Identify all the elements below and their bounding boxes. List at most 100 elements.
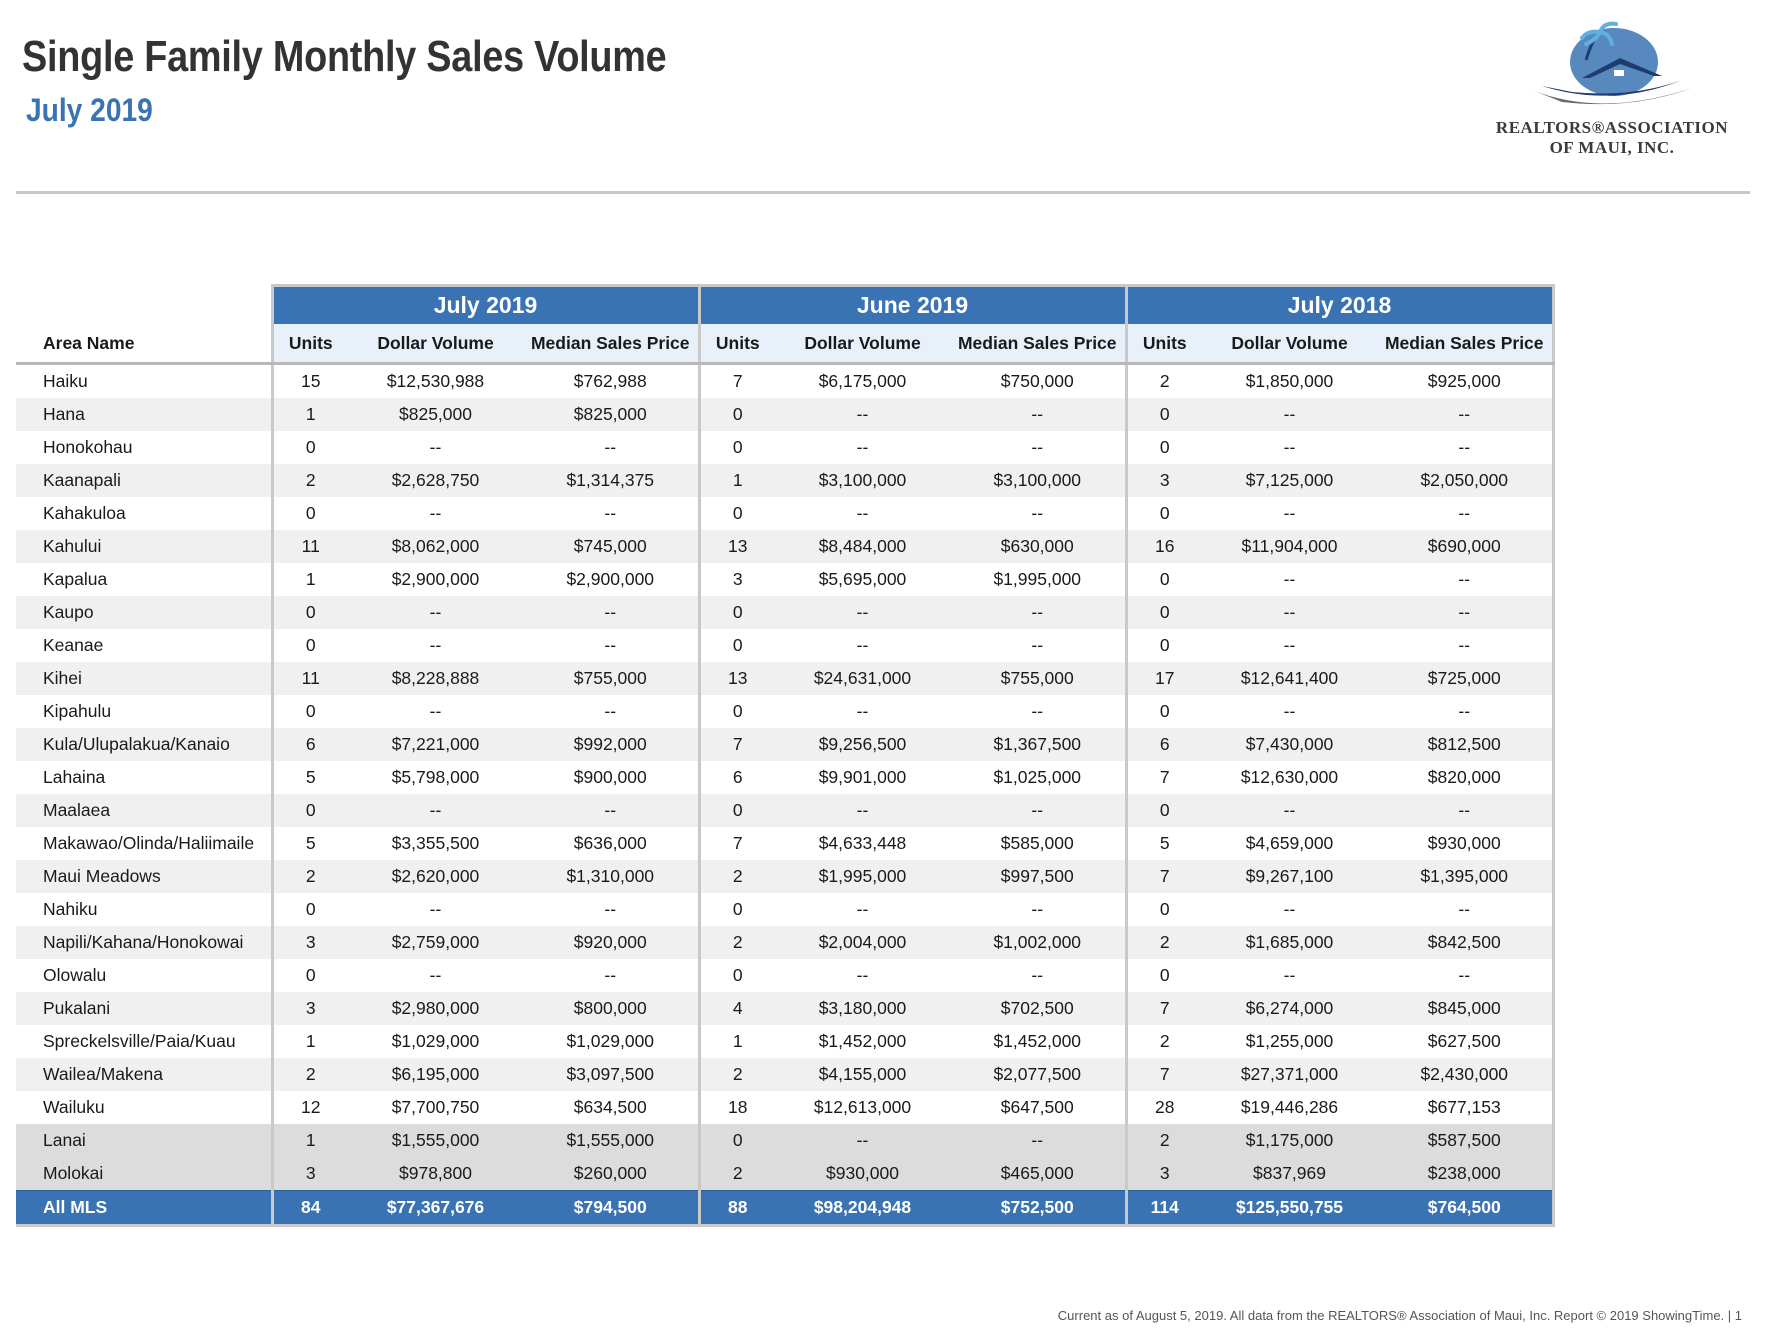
data-cell: $2,004,000: [775, 926, 950, 959]
data-cell: --: [429, 899, 442, 919]
data-cell: 0: [697, 596, 775, 629]
table-row: Molokai 3 $978,800 $260,000 2 $930,000 $465,00…: [16, 1157, 1555, 1191]
area-name-cell: Kaanapali: [16, 464, 272, 497]
data-cell: --: [523, 794, 699, 827]
data-cell: 0: [697, 794, 775, 827]
data-cell: --: [604, 701, 617, 721]
data-cell: $9,267,100: [1202, 860, 1377, 893]
area-name-cell: Molokai: [16, 1157, 272, 1191]
total-row: All MLS 84 $77,367,676 $794,500 88 $98,2…: [16, 1190, 1555, 1227]
data-cell: $677,153: [1377, 1091, 1555, 1124]
data-cell: --: [1031, 965, 1044, 985]
table-row: Nahiku 0 -- -- 0 -- -- 0 -- --: [16, 893, 1555, 926]
data-cell: --: [1377, 695, 1555, 728]
table-row: Lanai 1 $1,555,000 $1,555,000 0 -- -- 2 $1,175,0…: [16, 1124, 1555, 1157]
data-cell: $745,000: [523, 530, 699, 563]
data-cell: 2: [697, 926, 775, 959]
data-cell: $238,000: [1377, 1157, 1555, 1191]
data-cell: --: [523, 596, 699, 629]
data-cell: $825,000: [348, 398, 523, 431]
data-cell: $585,000: [1000, 833, 1074, 853]
table-row: Keanae 0 -- -- 0 -- -- 0 -- --: [16, 629, 1555, 662]
data-cell: --: [856, 437, 869, 457]
area-name-cell: Makawao/Olinda/Haliimaile: [43, 833, 255, 853]
data-cell: 6: [270, 728, 348, 761]
data-cell: $837,969: [1202, 1157, 1377, 1191]
data-cell: $842,500: [1377, 926, 1555, 959]
total-cell: $77,367,676: [348, 1190, 523, 1227]
table-row: Makawao/Olinda/Haliimaile 5 $3,355,500 $636…: [16, 827, 1555, 860]
data-cell: $260,000: [523, 1157, 699, 1191]
data-cell: 17: [1124, 662, 1202, 695]
data-cell: $925,000: [1377, 363, 1555, 398]
data-cell: $997,500: [950, 860, 1126, 893]
data-cell: 0: [1124, 794, 1202, 827]
data-cell: $812,500: [1377, 728, 1555, 761]
area-name-cell: Haiku: [43, 371, 88, 391]
data-cell: $6,195,000: [348, 1058, 523, 1091]
data-cell: 0: [1124, 431, 1202, 464]
data-cell: 0: [270, 497, 348, 530]
data-cell: 7: [697, 728, 775, 761]
data-cell: 28: [1124, 1091, 1202, 1124]
data-cell: 0: [270, 959, 348, 992]
data-cell: $1,685,000: [1202, 926, 1377, 959]
data-cell: 5: [270, 827, 348, 860]
data-cell: 11: [270, 662, 348, 695]
data-cell: 0: [1124, 629, 1202, 662]
table-row: Wailuku 12 $7,700,750 $634,500 18 $12,613,000…: [16, 1091, 1555, 1124]
data-cell: 1: [697, 464, 775, 497]
data-cell: $3,180,000: [775, 992, 950, 1025]
data-cell: --: [856, 503, 869, 523]
data-cell: $1,025,000: [993, 767, 1082, 787]
area-name-cell: Kula/Ulupalakua/Kanaio: [16, 728, 272, 761]
data-cell: $1,029,000: [566, 1031, 655, 1051]
data-cell: --: [1202, 794, 1377, 827]
area-name-cell: Hana: [16, 398, 272, 431]
data-cell: --: [1377, 398, 1555, 431]
column-header: Units: [1124, 324, 1202, 365]
data-cell: 13: [697, 662, 775, 695]
table-body: Haiku 15 $12,530,988 $762,988 7 $6,175,000 $75…: [16, 363, 1555, 1191]
data-cell: 6: [697, 761, 775, 794]
data-cell: $7,700,750: [391, 1097, 480, 1117]
data-cell: $4,633,448: [818, 833, 907, 853]
data-cell: $636,000: [573, 833, 647, 853]
data-cell: $6,175,000: [818, 371, 907, 391]
data-cell: 0: [270, 431, 348, 464]
data-cell: 0: [270, 629, 348, 662]
area-name-cell: Wailea/Makena: [16, 1058, 272, 1091]
data-cell: 5: [1124, 827, 1202, 860]
association-logo: REALTORS®ASSOCIATION OF MAUI, INC.: [1482, 18, 1742, 168]
data-cell: $647,500: [1000, 1097, 1074, 1117]
data-cell: $8,228,888: [348, 662, 523, 695]
data-cell: $1,452,000: [818, 1031, 907, 1051]
data-cell: 3: [270, 1157, 348, 1191]
data-cell: 2: [1124, 1124, 1202, 1157]
data-cell: 0: [697, 497, 775, 530]
data-cell: --: [1202, 596, 1377, 629]
data-cell: $11,904,000: [1202, 530, 1377, 563]
data-cell: --: [856, 899, 869, 919]
data-cell: 16: [1124, 530, 1202, 563]
data-cell: --: [429, 437, 442, 457]
data-cell: 11: [270, 530, 348, 563]
logo-graphic: [1532, 21, 1692, 105]
data-cell: --: [775, 596, 950, 629]
data-cell: 2: [1124, 926, 1202, 959]
data-cell: --: [775, 794, 950, 827]
area-name-cell: Kahakuloa: [43, 503, 126, 523]
table-row: Wailea/Makena 2 $6,195,000 $3,097,500 2 $4,15…: [16, 1058, 1555, 1091]
total-label: All MLS: [16, 1190, 272, 1227]
data-cell: $7,125,000: [1202, 464, 1377, 497]
table-row: Haiku 15 $12,530,988 $762,988 7 $6,175,000 $75…: [16, 363, 1555, 398]
data-cell: 0: [697, 629, 775, 662]
data-cell: 7: [1124, 860, 1202, 893]
data-cell: 1: [270, 1124, 348, 1157]
data-cell: --: [1031, 635, 1044, 655]
data-cell: $2,628,750: [348, 464, 523, 497]
data-cell: --: [1202, 398, 1377, 431]
data-cell: $4,659,000: [1245, 833, 1334, 853]
data-cell: $1,002,000: [950, 926, 1126, 959]
table-row: Kaupo 0 -- -- 0 -- -- 0 -- --: [16, 596, 1555, 629]
